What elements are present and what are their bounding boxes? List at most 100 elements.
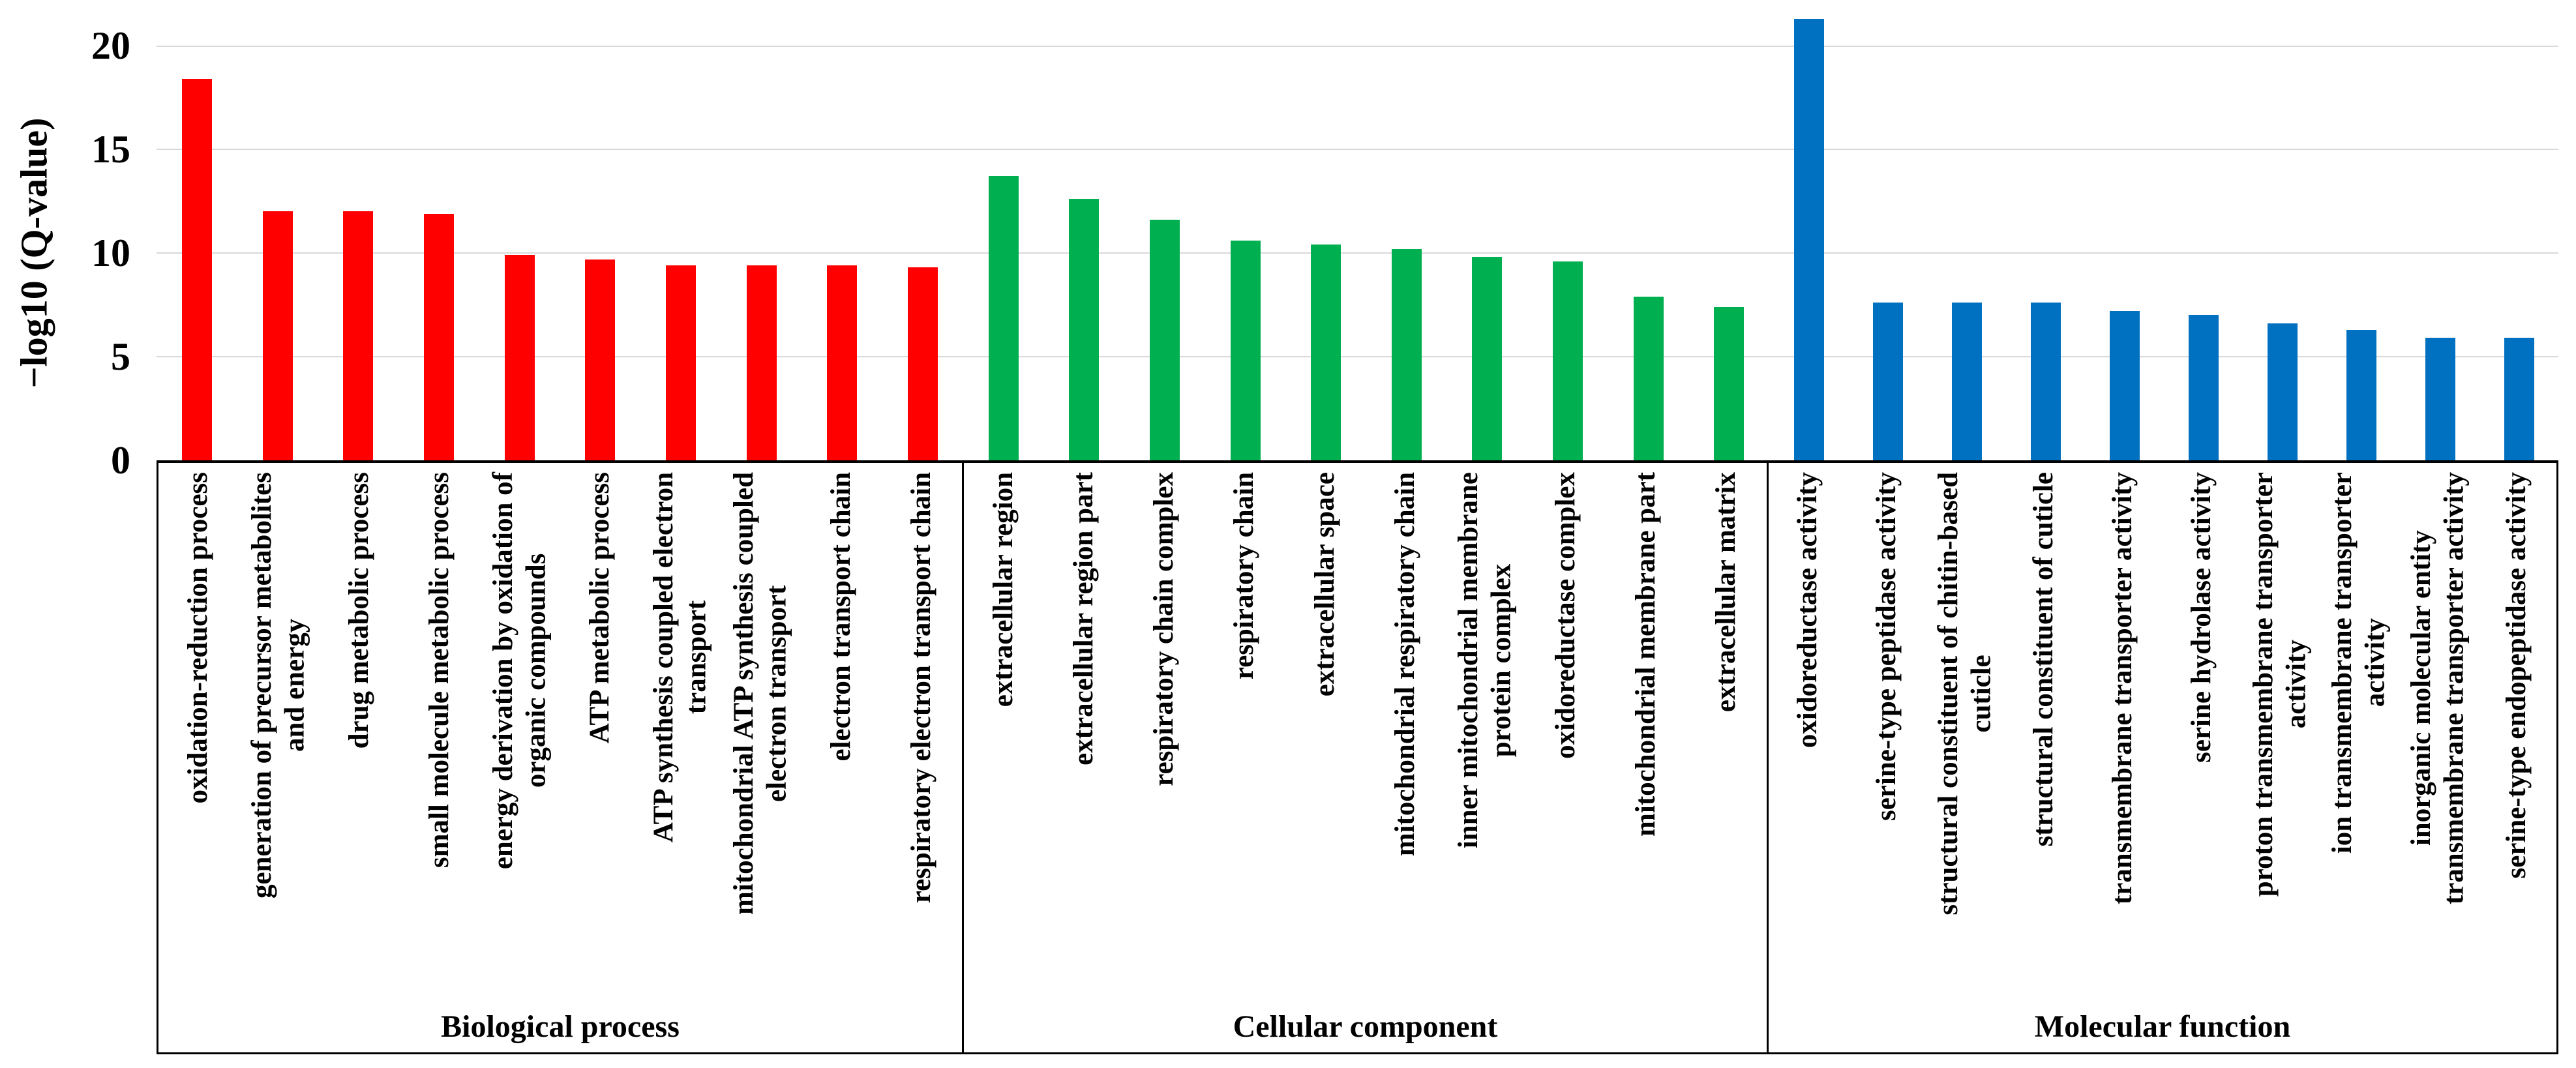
x-axis-label: serine-type endopeptidase activity (2501, 472, 2532, 879)
bar (2504, 338, 2534, 460)
x-axis-label: ion transmembrane transporter activity (2327, 472, 2391, 854)
plot-area (157, 18, 2558, 460)
bar (181, 78, 212, 460)
x-axis-label: extracellular region part (1068, 472, 1100, 765)
x-axis-label: energy derivation by oxidation of organi… (487, 472, 552, 870)
x-axis-label-slot: generation of precursor metabolites and … (239, 472, 319, 1052)
x-axis-label: serine-type peptidase activity (1870, 472, 1902, 822)
bar (1872, 303, 1903, 460)
x-axis-label: mitochondrial membrane part (1630, 472, 1661, 837)
x-axis-labels-row: oxidation-reduction process generation of… (158, 463, 962, 1052)
x-axis-label-slot: serine-type endopeptidase activity (2478, 472, 2556, 1052)
bar (908, 267, 938, 460)
x-axis-label: extracellular matrix (1711, 472, 1741, 713)
x-axis-labels-row: oxidoreductase activity serine-type pepti… (1769, 463, 2556, 1052)
x-axis-label: oxidoreductase activity (1792, 472, 1823, 749)
bar (585, 259, 616, 460)
bar (2346, 329, 2376, 460)
bar (1714, 306, 1745, 460)
x-axis-label-slot: mitochondrial respiratory chain (1365, 472, 1445, 1052)
gridline (157, 252, 2558, 254)
x-axis-label: serine hydrolase activity (2185, 472, 2217, 763)
x-axis-label: structural constituent of cuticle (2028, 472, 2059, 847)
x-axis-label-slot: mitochondrial ATP synthesis coupled elec… (721, 472, 801, 1052)
x-axis-label-slot: ion transmembrane transporter activity (2320, 472, 2399, 1052)
x-axis-label-slot: oxidoreductase complex (1526, 472, 1606, 1052)
x-axis-label: ATP synthesis coupled electron transport (648, 472, 712, 843)
bar (1069, 199, 1100, 460)
x-axis-label-slot: structural constituent of chitin-based c… (1926, 472, 2005, 1052)
x-axis-label: proton transmembrane transporter activit… (2248, 472, 2313, 897)
x-axis-label-slot: ATP synthesis coupled electron transport (640, 472, 721, 1052)
y-tick-label: 10 (91, 231, 130, 274)
y-tick-label: 20 (91, 24, 130, 67)
x-axis-label-slot: oxidoreductase activity (1769, 472, 1848, 1052)
x-axis-label-slot: respiratory chain (1205, 472, 1285, 1052)
x-axis-label: oxidoreductase complex (1550, 472, 1581, 759)
x-axis-label-slot: electron transport chain (801, 472, 882, 1052)
bar (746, 265, 777, 460)
x-axis-label: mitochondrial ATP synthesis coupled elec… (728, 472, 793, 915)
x-axis-label: ATP metabolic process (584, 472, 616, 744)
x-axis-label: small molecule metabolic process (423, 472, 455, 868)
x-axis-label-slot: serine hydrolase activity (2163, 472, 2241, 1052)
x-axis-label: generation of precursor metabolites and … (247, 472, 310, 899)
x-axis-label-slot: respiratory chain complex (1124, 472, 1205, 1052)
y-tick-label: 15 (91, 128, 130, 171)
x-axis-label: inner mitochondrial membrane protein com… (1453, 472, 1518, 849)
bar (1553, 261, 1583, 460)
bar (1951, 303, 1982, 460)
bar (827, 265, 858, 460)
category-group: oxidoreductase activity serine-type pepti… (1769, 463, 2556, 1052)
category-group: extracellular region extracellular region… (964, 463, 1769, 1052)
x-axis-label: extracellular space (1309, 472, 1340, 697)
category-label: Molecular function (2034, 1009, 2291, 1044)
y-tick-label: 0 (111, 439, 130, 482)
bar (423, 213, 454, 460)
x-axis-label: electron transport chain (825, 472, 856, 762)
x-axis-label: respiratory chain complex (1148, 472, 1180, 786)
x-axis-label: drug metabolic process (343, 472, 374, 749)
bar (262, 211, 293, 460)
x-axis-label-slot: structural constituent of cuticle (2005, 472, 2084, 1052)
bar (1311, 245, 1341, 460)
bar (2109, 311, 2140, 460)
x-axis-label: respiratory electron transport chain (906, 472, 937, 904)
x-axis-label-slot: inner mitochondrial membrane protein com… (1446, 472, 1526, 1052)
x-axis-label-slot: extracellular space (1285, 472, 1365, 1052)
x-axis-label-slot: extracellular matrix (1686, 472, 1767, 1052)
x-axis-label-band: oxidation-reduction process generation of… (157, 460, 2558, 1054)
gridline (157, 356, 2558, 357)
x-axis-label-slot: respiratory electron transport chain (882, 472, 962, 1052)
x-axis-label-slot: drug metabolic process (319, 472, 399, 1052)
gridline (157, 149, 2558, 150)
bar (2188, 315, 2219, 460)
x-axis-label: oxidation-reduction process (183, 472, 214, 804)
bar (2425, 338, 2455, 460)
x-axis-labels-row: extracellular region extracellular region… (964, 463, 1767, 1052)
bar (1230, 240, 1261, 460)
category-label: Biological process (441, 1009, 680, 1044)
bar (504, 255, 535, 460)
x-axis-label: extracellular region (988, 472, 1019, 707)
bar (666, 265, 696, 460)
x-axis-label-slot: transmembrane transporter activity (2084, 472, 2163, 1052)
x-axis-label: inorganic molecular entity transmembrane… (2406, 472, 2470, 905)
bar (1391, 248, 1422, 460)
y-tick-label: 5 (111, 335, 130, 378)
x-axis-label-slot: serine-type peptidase activity (1848, 472, 1926, 1052)
x-axis-label-slot: extracellular region (964, 472, 1044, 1052)
gridline (157, 46, 2558, 47)
bar (2030, 303, 2061, 460)
x-axis-label: respiratory chain (1229, 472, 1260, 680)
bar (1472, 257, 1503, 460)
x-axis-label-slot: extracellular region part (1044, 472, 1124, 1052)
x-axis-label-slot: oxidation-reduction process (158, 472, 239, 1052)
x-axis-label-slot: mitochondrial membrane part (1606, 472, 1686, 1052)
bar (1150, 220, 1180, 460)
x-axis-label: structural constituent of chitin-based c… (1933, 472, 1997, 915)
bar (988, 176, 1019, 460)
bar (1633, 296, 1664, 460)
x-axis-label-slot: proton transmembrane transporter activit… (2241, 472, 2320, 1052)
